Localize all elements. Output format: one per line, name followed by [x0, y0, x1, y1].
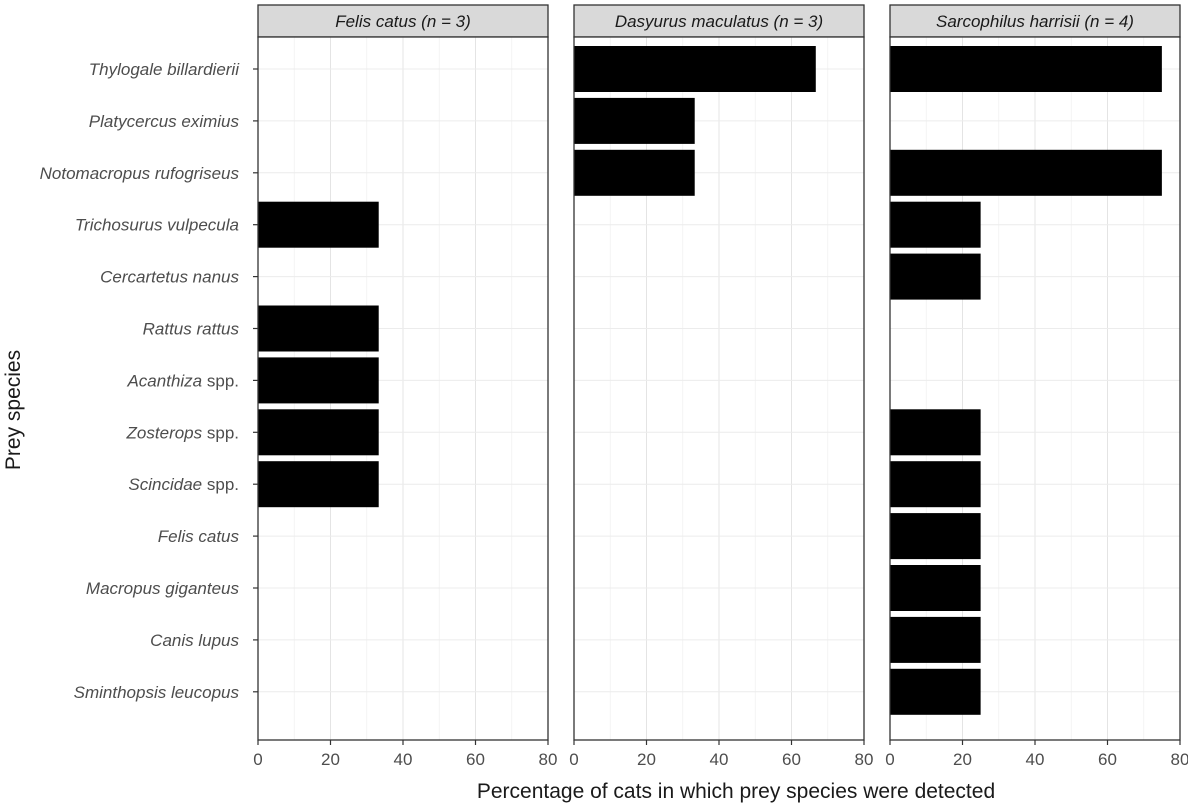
- x-tick-label: 20: [321, 750, 340, 769]
- y-tick-label: Scincidae spp.: [128, 475, 239, 494]
- x-tick-label: 80: [539, 750, 558, 769]
- bar: [258, 461, 379, 508]
- panel-title: Felis catus (n = 3): [335, 12, 471, 31]
- bar: [574, 46, 816, 92]
- x-tick-label: 80: [1171, 750, 1188, 769]
- bar: [890, 513, 981, 560]
- bar: [890, 616, 981, 663]
- x-tick-label: 0: [885, 750, 894, 769]
- panel-title: Dasyurus maculatus (n = 3): [615, 12, 823, 31]
- x-tick-label: 40: [1026, 750, 1045, 769]
- y-axis-title: Prey species: [2, 350, 25, 470]
- bar: [574, 149, 695, 196]
- x-tick-label: 0: [253, 750, 262, 769]
- y-tick-label: Trichosurus vulpecula: [75, 216, 239, 235]
- x-tick-label: 40: [710, 750, 729, 769]
- y-tick-label: Cercartetus nanus: [100, 268, 239, 287]
- panel-strip: [889, 4, 1181, 38]
- x-tick-label: 20: [637, 750, 656, 769]
- x-tick-label: 60: [466, 750, 485, 769]
- bar: [890, 461, 981, 508]
- x-tick-label: 0: [569, 750, 578, 769]
- bar: [574, 97, 695, 144]
- bar: [890, 253, 981, 300]
- y-tick-label: Platycercus eximius: [89, 112, 240, 131]
- y-tick-label: Notomacropus rufogriseus: [40, 164, 240, 183]
- panel-strip: [573, 4, 865, 38]
- y-tick-label: Zosterops spp.: [126, 423, 239, 442]
- y-tick-label: Macropus giganteus: [86, 579, 240, 598]
- x-tick-label: 60: [782, 750, 801, 769]
- y-tick-label: Canis lupus: [150, 631, 239, 650]
- y-tick-label: Rattus rattus: [143, 320, 240, 339]
- x-tick-label: 40: [394, 750, 413, 769]
- panel-title: Sarcophilus harrisii (n = 4): [936, 12, 1134, 31]
- bar: [258, 409, 379, 456]
- bar: [890, 46, 1162, 92]
- bar: [890, 668, 981, 715]
- bar: [258, 201, 379, 248]
- y-tick-label: Felis catus: [158, 527, 240, 546]
- bar: [258, 357, 379, 404]
- panel-strip: [257, 4, 549, 38]
- x-tick-label: 80: [855, 750, 874, 769]
- x-tick-label: 60: [1098, 750, 1117, 769]
- bar: [890, 149, 1162, 196]
- y-tick-label: Sminthopsis leucopus: [74, 683, 240, 702]
- x-axis-title: Percentage of cats in which prey species…: [477, 780, 995, 803]
- bar: [890, 201, 981, 248]
- x-tick-label: 20: [953, 750, 972, 769]
- y-tick-label: Acanthiza spp.: [126, 371, 239, 390]
- y-tick-label: Thylogale billardierii: [89, 60, 240, 79]
- bar: [258, 305, 379, 352]
- bar: [890, 409, 981, 456]
- bar: [890, 565, 981, 611]
